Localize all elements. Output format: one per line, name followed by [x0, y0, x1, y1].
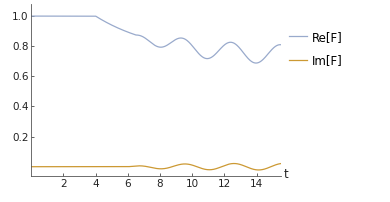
Im[F] — [72, 165, 77, 168]
Line: Re[F]: Re[F] — [31, 16, 281, 63]
Im[F] — [247, 167, 252, 169]
Line: Im[F]: Im[F] — [31, 163, 281, 170]
Im[F] — [274, 163, 278, 166]
Re[F] — [124, 31, 129, 33]
Legend: Re[F], Im[F]: Re[F], Im[F] — [289, 31, 342, 67]
Im[F] — [29, 165, 34, 168]
Im[F] — [232, 162, 236, 165]
Im[F] — [124, 165, 129, 168]
Im[F] — [57, 165, 62, 168]
Text: t: t — [284, 168, 289, 181]
Im[F] — [135, 165, 140, 167]
Re[F] — [246, 58, 251, 61]
Re[F] — [274, 45, 278, 47]
Im[F] — [278, 162, 283, 165]
Re[F] — [135, 34, 140, 36]
Re[F] — [72, 15, 77, 17]
Im[F] — [256, 169, 261, 171]
Re[F] — [254, 62, 258, 64]
Re[F] — [29, 15, 34, 17]
Re[F] — [57, 15, 62, 17]
Re[F] — [278, 43, 283, 46]
